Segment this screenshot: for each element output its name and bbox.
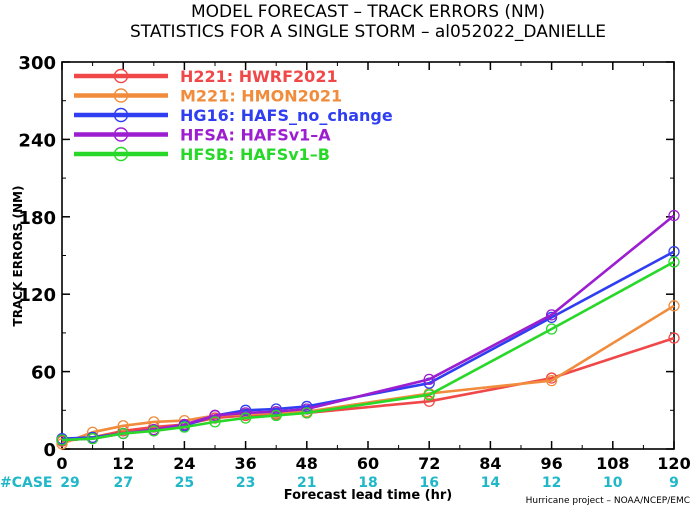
case-count: 23 bbox=[236, 475, 255, 491]
data-point bbox=[209, 409, 221, 422]
y-tick-label: 0 bbox=[43, 440, 56, 461]
x-tick-label: 120 bbox=[657, 454, 690, 473]
x-tick-label: 96 bbox=[540, 454, 562, 473]
case-count: 12 bbox=[542, 475, 561, 491]
legend-marker bbox=[113, 68, 129, 84]
data-point bbox=[239, 412, 252, 424]
data-point bbox=[86, 433, 99, 445]
series-layer bbox=[56, 209, 680, 450]
data-point bbox=[209, 416, 221, 428]
x-tick-label: 72 bbox=[418, 454, 440, 473]
footnote: Hurricane project – NOAA/NCEP/EMC bbox=[526, 496, 690, 506]
legend-marker bbox=[113, 107, 129, 123]
series-4 bbox=[56, 209, 680, 446]
x-tick-label: 24 bbox=[173, 454, 195, 473]
legend-marker bbox=[113, 127, 129, 142]
data-point bbox=[668, 332, 680, 344]
y-tick-label: 180 bbox=[18, 208, 56, 229]
chart-subtitle: STATISTICS FOR A SINGLE STORM – al052022… bbox=[130, 22, 606, 42]
data-point bbox=[545, 309, 558, 321]
legend-marker bbox=[113, 146, 129, 162]
x-tick-label: 48 bbox=[296, 454, 318, 473]
case-count: 16 bbox=[419, 475, 438, 491]
data-point bbox=[423, 395, 435, 407]
series-3 bbox=[56, 245, 680, 445]
x-axis: 0 12 24 36 48 60 72 84 96 108 120 bbox=[56, 62, 691, 473]
data-point bbox=[117, 420, 129, 432]
case-count: 29 bbox=[60, 475, 79, 491]
series-5 bbox=[56, 256, 680, 446]
case-count: 9 bbox=[669, 475, 679, 491]
x-tick-label: 108 bbox=[596, 454, 629, 473]
data-point bbox=[668, 300, 680, 312]
data-point bbox=[56, 434, 68, 446]
y-tick-label: 240 bbox=[18, 130, 56, 151]
series-line bbox=[61, 250, 675, 440]
y-tick-label: 60 bbox=[31, 363, 56, 384]
case-count: 14 bbox=[481, 475, 501, 491]
case-count: 25 bbox=[175, 475, 194, 491]
legend-label: HFSA: HAFSv1–A bbox=[180, 126, 331, 145]
legend-marker bbox=[113, 88, 129, 103]
data-point bbox=[148, 416, 160, 428]
case-count: 10 bbox=[603, 475, 623, 491]
data-point bbox=[178, 421, 191, 433]
legend-label: M221: HMON2021 bbox=[180, 87, 342, 106]
x-tick-label: 60 bbox=[357, 454, 379, 473]
data-point bbox=[545, 323, 558, 335]
case-count-row: #CASE 29 27 25 23 21 18 16 14 12 10 9 bbox=[0, 475, 679, 491]
legend-label: H221: HWRF2021 bbox=[180, 67, 338, 86]
data-point bbox=[270, 409, 282, 422]
case-count: 27 bbox=[113, 475, 132, 491]
x-axis-label: Forecast lead time (hr) bbox=[284, 488, 452, 503]
data-point bbox=[301, 407, 313, 419]
data-point bbox=[117, 427, 129, 440]
x-tick-label: 12 bbox=[112, 454, 134, 473]
case-label: #CASE bbox=[0, 475, 53, 491]
chart-title: MODEL FORECAST – TRACK ERRORS (NM) bbox=[191, 2, 545, 22]
data-point bbox=[148, 425, 160, 437]
x-tick-label: 84 bbox=[479, 454, 501, 473]
y-tick-label: 120 bbox=[18, 285, 56, 306]
data-point bbox=[668, 256, 680, 268]
series-line bbox=[61, 304, 675, 446]
data-point bbox=[423, 373, 435, 385]
legend-label: HFSB: HAFSv1–B bbox=[180, 145, 330, 164]
y-axis: 0 60 120 180 240 300 bbox=[18, 53, 674, 461]
legend-label: HG16: HAFS_no_change bbox=[180, 106, 393, 125]
y-axis-label: TRACK ERRORS (NM) bbox=[11, 186, 25, 327]
data-point bbox=[423, 389, 435, 401]
x-tick-label: 36 bbox=[234, 454, 256, 473]
y-tick-label: 300 bbox=[18, 53, 56, 74]
case-count: 18 bbox=[358, 475, 377, 491]
data-point bbox=[668, 209, 680, 222]
data-point bbox=[545, 374, 558, 387]
x-tick-label: 0 bbox=[56, 454, 67, 473]
case-count: 21 bbox=[297, 475, 316, 491]
